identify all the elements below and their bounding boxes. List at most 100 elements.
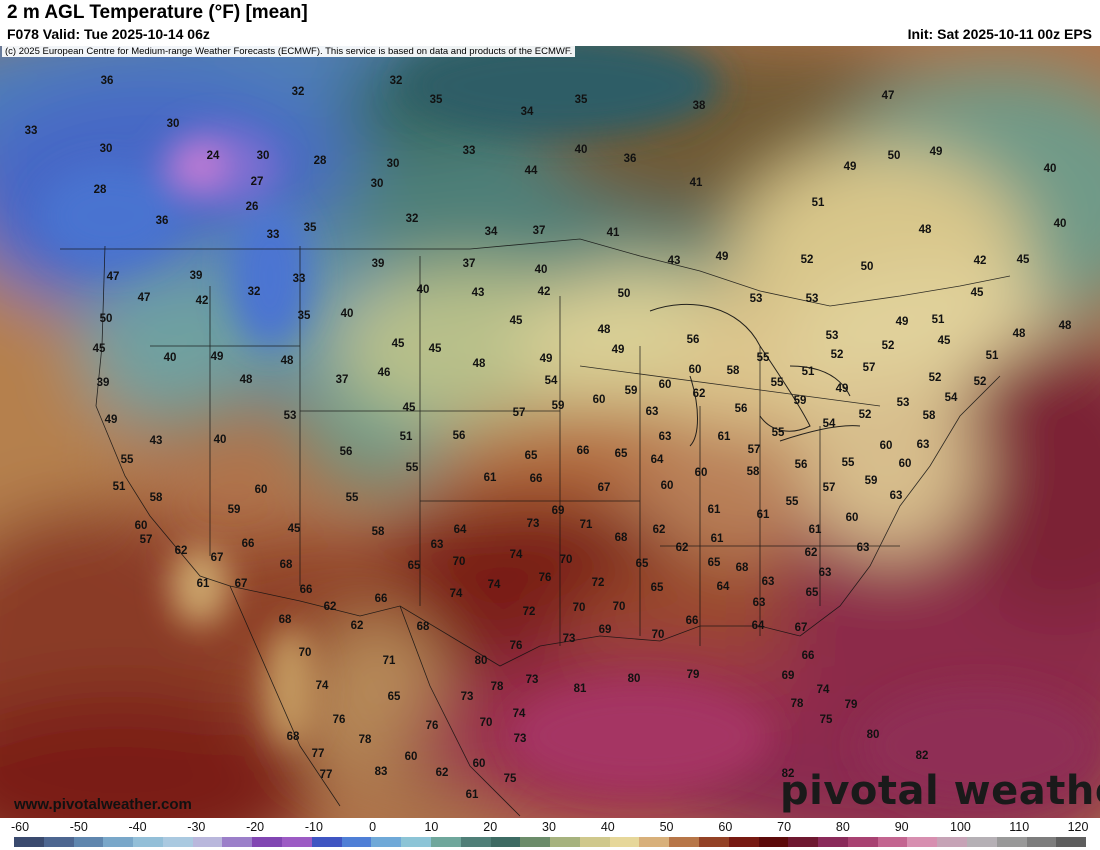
temperature-label: 53 [283,410,297,422]
temperature-label: 75 [503,773,517,785]
temperature-label: 60 [472,758,486,770]
temperature-label: 64 [716,581,730,593]
temperature-label: 45 [1016,254,1030,266]
temperature-map[interactable]: (c) 2025 European Centre for Medium-rang… [0,46,1100,818]
temperature-label: 58 [149,492,163,504]
temperature-label: 50 [99,313,113,325]
temperature-label: 70 [651,629,665,641]
temperature-label: 67 [234,578,248,590]
temperature-label: 74 [512,708,526,720]
temperature-label: 70 [298,647,312,659]
colorbar-segment [14,837,44,847]
temperature-label: 48 [918,224,932,236]
colorbar-segment [282,837,312,847]
temperature-label: 43 [149,435,163,447]
colorbar: -60 -50 -40 -30 -20 -10 0 10 20 30 40 50 60 70 80 90 100… [0,818,1100,850]
temperature-label: 56 [734,403,748,415]
temperature-label: 77 [319,769,333,781]
temperature-label: 32 [247,286,261,298]
temperature-label: 77 [311,748,325,760]
temperature-label: 42 [537,286,551,298]
temperature-label: 62 [692,388,706,400]
temperature-label: 75 [819,714,833,726]
temperature-label: 52 [973,376,987,388]
temperature-label: 30 [256,150,270,162]
colorbar-tick-label: -40 [128,820,147,834]
temperature-label: 61 [707,504,721,516]
init-time: Init: Sat 2025-10-11 00z EPS [907,26,1092,42]
temperature-label: 40 [574,144,588,156]
colorbar-segment [520,837,551,847]
map-header: 2 m AGL Temperature (°F) [mean] F078 Val… [0,0,1100,46]
temperature-label: 53 [805,293,819,305]
temperature-label: 66 [374,593,388,605]
temperature-label: 49 [843,161,857,173]
temperature-label: 79 [686,669,700,681]
temperature-label: 64 [751,620,765,632]
temperature-label: 70 [559,554,573,566]
temperature-label: 35 [574,94,588,106]
temperature-label: 34 [520,106,534,118]
temperature-label: 73 [460,691,474,703]
temperature-label: 49 [539,353,553,365]
temperature-label: 68 [279,559,293,571]
temperature-label: 41 [606,227,620,239]
temperature-label: 67 [597,482,611,494]
temperature-label: 45 [92,343,106,355]
temperature-label: 32 [291,86,305,98]
temperature-label: 40 [340,308,354,320]
temperature-label: 72 [522,606,536,618]
temperature-label: 66 [685,615,699,627]
website-url[interactable]: www.pivotalweather.com [14,796,192,813]
temperature-label: 63 [889,490,903,502]
temperature-label: 62 [652,524,666,536]
colorbar-strip [14,837,1087,847]
colorbar-tick-label: 60 [718,820,733,834]
temperature-label: 66 [299,584,313,596]
colorbar-tick-label: 10 [424,820,439,834]
temperature-label: 55 [405,462,419,474]
temperature-label: 63 [818,567,832,579]
temperature-label: 55 [785,496,799,508]
colorbar-segment [162,837,193,847]
temperature-label: 39 [189,270,203,282]
temperature-label: 49 [611,344,625,356]
temperature-label: 24 [206,150,220,162]
temperature-label: 65 [407,560,421,572]
temperature-label: 58 [726,365,740,377]
temperature-label: 59 [624,385,638,397]
colorbar-segment [401,837,431,847]
temperature-label: 65 [805,587,819,599]
temperature-label: 55 [841,457,855,469]
temperature-label: 61 [196,578,210,590]
temperature-label: 60 [694,467,708,479]
colorbar-segment [937,837,967,847]
temperature-label: 60 [660,480,674,492]
temperature-label: 44 [524,165,538,177]
colorbar-segment [192,837,223,847]
temperature-label: 69 [551,505,565,517]
temperature-label: 56 [339,446,353,458]
temperature-label: 59 [227,504,241,516]
colorbar-segment [877,837,908,847]
colorbar-tick-label: -50 [69,820,88,834]
colorbar-tick-label: 100 [950,820,971,834]
colorbar-tick-label: -30 [187,820,206,834]
temperature-label: 48 [239,374,253,386]
temperature-label: 59 [864,475,878,487]
temperature-label: 38 [692,100,706,112]
temperature-label: 66 [801,650,815,662]
temperature-label: 80 [866,729,880,741]
temperature-label: 49 [895,316,909,328]
temperature-label: 74 [816,684,830,696]
temperature-label: 47 [106,271,120,283]
temperature-label: 74 [487,579,501,591]
temperature-label: 49 [715,251,729,263]
temperature-label: 73 [562,633,576,645]
colorbar-segment [252,837,283,847]
temperature-label: 56 [686,334,700,346]
temperature-label: 55 [756,352,770,364]
colorbar-segment [222,837,253,847]
temperature-label: 43 [667,255,681,267]
temperature-field [0,46,1100,818]
